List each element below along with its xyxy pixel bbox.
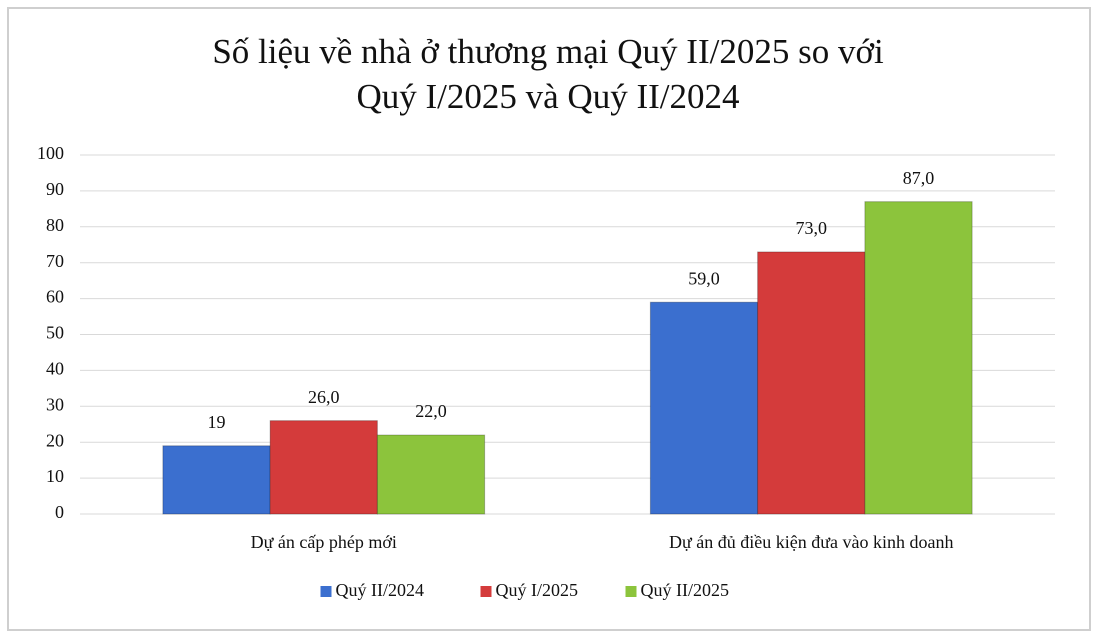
bar	[269, 420, 378, 515]
y-tick-label: 20	[46, 430, 64, 450]
chart-title: Số liệu về nhà ở thương mại Quý II/2025 …	[212, 32, 884, 71]
value-label: 19	[208, 412, 226, 432]
bar	[864, 201, 973, 515]
chart-title: Quý I/2025 và Quý II/2024	[356, 77, 739, 116]
y-tick-label: 70	[46, 251, 64, 271]
y-tick-label: 90	[46, 179, 64, 199]
value-label: 59,0	[688, 268, 720, 288]
legend-swatch	[625, 586, 637, 597]
bar	[757, 251, 866, 515]
y-tick-label: 80	[46, 215, 64, 235]
y-tick-label: 10	[46, 466, 64, 486]
y-tick-label: 30	[46, 394, 64, 414]
y-tick-label: 60	[46, 287, 64, 307]
legend-swatch	[480, 586, 492, 597]
value-label: 22,0	[415, 401, 447, 421]
y-tick-label: 100	[37, 143, 64, 163]
value-label: 73,0	[796, 218, 828, 238]
bar	[162, 445, 271, 515]
bar	[649, 301, 759, 515]
bar	[376, 434, 486, 515]
y-tick-label: 0	[55, 502, 64, 522]
value-label: 87,0	[903, 168, 935, 188]
x-tick-label: Dự án đủ điều kiện đưa vào kinh doanh	[669, 532, 953, 552]
x-tick-label: Dự án cấp phép mới	[251, 532, 397, 552]
y-tick-label: 40	[46, 359, 64, 379]
value-label: 26,0	[308, 387, 340, 407]
legend-swatch	[320, 586, 332, 597]
y-tick-label: 50	[46, 323, 64, 343]
legend-label: Quý II/2024	[336, 580, 425, 600]
legend-label: Quý I/2025	[496, 580, 579, 600]
legend-label: Quý II/2025	[641, 580, 730, 600]
